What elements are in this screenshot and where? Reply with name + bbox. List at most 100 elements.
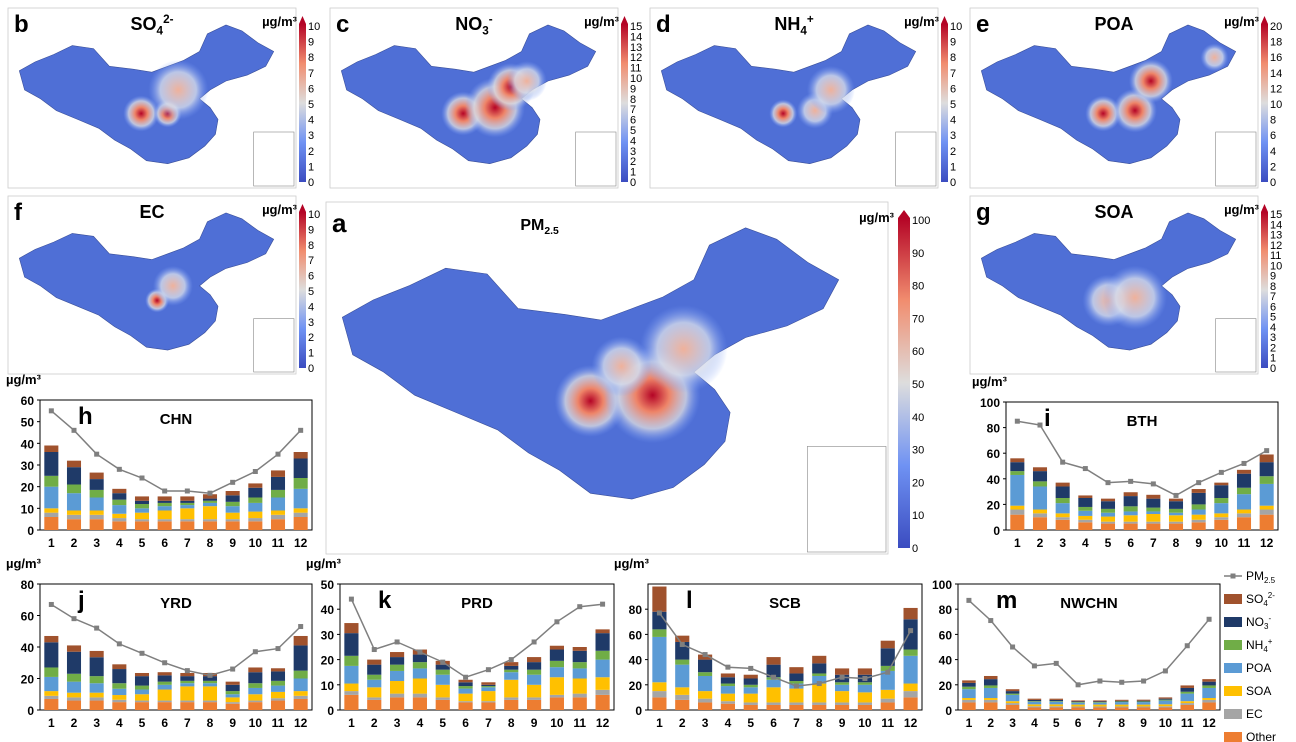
pm25-point <box>463 674 469 680</box>
panel-letter: c <box>336 11 349 38</box>
colorbar-tick-label: 16 <box>1270 52 1282 64</box>
pm25-point <box>1173 492 1179 498</box>
bar-segment-poa <box>44 676 59 692</box>
bar-segment-other <box>180 702 195 710</box>
bar-segment-so42 <box>248 483 263 488</box>
pm25-point <box>162 660 168 666</box>
x-tick-label: 8 <box>1118 716 1125 730</box>
bar-segment-soa <box>1168 515 1184 522</box>
x-tick-label: 10 <box>550 716 564 730</box>
bar-segment-other <box>1158 707 1173 710</box>
bar-segment-soa <box>44 691 59 696</box>
bar-segment-no3 <box>1202 681 1216 686</box>
colorbar-gradient <box>1261 212 1268 368</box>
bar-segment-soa <box>112 695 127 700</box>
bar-segment-other <box>835 704 850 710</box>
bar-segment-nh4 <box>1158 699 1173 701</box>
y-axis-unit-label: µg/m³ <box>614 556 650 571</box>
bar-segment-nh4 <box>458 686 473 689</box>
bar-segment-ec <box>1093 706 1107 708</box>
colorbar-tick-label: 90 <box>912 248 924 260</box>
x-tick-label: 4 <box>1031 716 1038 730</box>
bar-segment-no3 <box>134 676 150 686</box>
y-axis-unit-label: µg/m³ <box>306 556 342 571</box>
bar-segment-so42 <box>789 667 804 674</box>
bar-segment-ec <box>698 698 713 703</box>
bar-segment-ec <box>157 519 172 522</box>
bar-segment-nh4 <box>66 673 82 682</box>
pm25-line <box>658 612 912 687</box>
colorbar-tick-label: 4 <box>1270 322 1276 334</box>
bar-segment-nh4 <box>270 680 286 686</box>
bar-segment-ec <box>390 693 405 698</box>
bar-segment-other <box>1214 519 1229 530</box>
x-tick-label: 12 <box>904 716 918 730</box>
bar-segment-nh4 <box>595 650 610 660</box>
colorbar-tick-label: 6 <box>950 83 956 95</box>
x-tick-label: 11 <box>272 716 285 730</box>
pm25-line <box>50 603 302 677</box>
bar-segment-no3 <box>1100 501 1116 509</box>
bar-segment-no3 <box>89 657 104 677</box>
bar-segment-soa <box>180 508 195 520</box>
pm25-point <box>1037 422 1043 428</box>
bar-segment-other <box>435 699 450 710</box>
bar-segment-no3 <box>481 684 496 687</box>
bar-segment-nh4 <box>903 649 918 656</box>
bar-segment-ec <box>504 697 519 700</box>
bar-segment-no3 <box>1055 486 1070 498</box>
bar-segment-other <box>1049 707 1064 710</box>
colorbar-tick-label: 8 <box>1270 281 1276 293</box>
bar-segment-no3 <box>435 664 450 670</box>
bar-segment-soa <box>1191 514 1206 520</box>
x-tick-label: 12 <box>294 536 308 550</box>
bar-segment-other <box>1236 517 1252 530</box>
bar-segment-other <box>157 702 172 710</box>
bar-segment-so42 <box>112 664 127 670</box>
x-tick-label: 3 <box>93 716 100 730</box>
bar-segment-other <box>1078 522 1093 530</box>
map-title: NH4+ <box>774 13 814 38</box>
bar-segment-soa <box>743 693 758 703</box>
bar-segment-nh4 <box>1202 685 1216 688</box>
bar-segment-soa <box>857 692 872 703</box>
bar-segment-ec <box>89 514 104 520</box>
bar-segment-soa <box>66 692 82 698</box>
bar-segment-poa <box>157 506 172 511</box>
colorbar-tick-label: 0 <box>1270 177 1276 189</box>
x-tick-label: 2 <box>371 716 378 730</box>
colorbar: 0 1 2 3 4 5 6 7 8 9 10 <box>299 16 320 189</box>
colorbar-tick-label: 10 <box>1270 260 1282 272</box>
bar-segment-other <box>527 699 542 710</box>
colorbar-tick-label: 100 <box>912 215 930 227</box>
panel-letter: j <box>77 587 85 614</box>
bar-segment-poa <box>293 678 308 692</box>
bar-segment-other <box>1027 707 1042 710</box>
bar-segment-nh4 <box>652 629 667 637</box>
colorbar-arrow <box>1261 16 1268 24</box>
bar-segment-soa <box>1055 513 1070 518</box>
bar-segment-ec <box>880 698 895 703</box>
bar-segment-no3 <box>1078 498 1093 507</box>
pm25-point <box>48 601 54 607</box>
y-tick-label: 20 <box>987 498 1001 512</box>
pm25-point <box>139 650 145 656</box>
colorbar-tick-label: 8 <box>950 52 956 64</box>
colorbar-tick-label: 10 <box>630 73 642 85</box>
bar-segment-so42 <box>675 635 690 642</box>
bar-segment-poa <box>812 675 827 684</box>
bar-segment-poa <box>89 497 104 511</box>
bar-segment-other <box>857 704 872 710</box>
colorbar-tick-label: 1 <box>950 161 956 173</box>
plot-frame <box>39 583 313 711</box>
colorbar: 0 2 4 6 8 10 12 14 16 18 20 <box>1261 16 1282 189</box>
map-panel-a: a PM2.5 0 10 20 30 40 50 60 70 80 90 100 µg/m³ <box>325 201 930 555</box>
bar-segment-poa <box>248 502 263 512</box>
bar-segment-other <box>134 521 150 530</box>
bar-segment-so42 <box>527 657 542 663</box>
x-tick-label: 6 <box>1075 716 1082 730</box>
map-title: SOA <box>1094 202 1133 222</box>
map-title: SO42- <box>131 13 174 38</box>
bar-segment-no3 <box>202 676 218 681</box>
